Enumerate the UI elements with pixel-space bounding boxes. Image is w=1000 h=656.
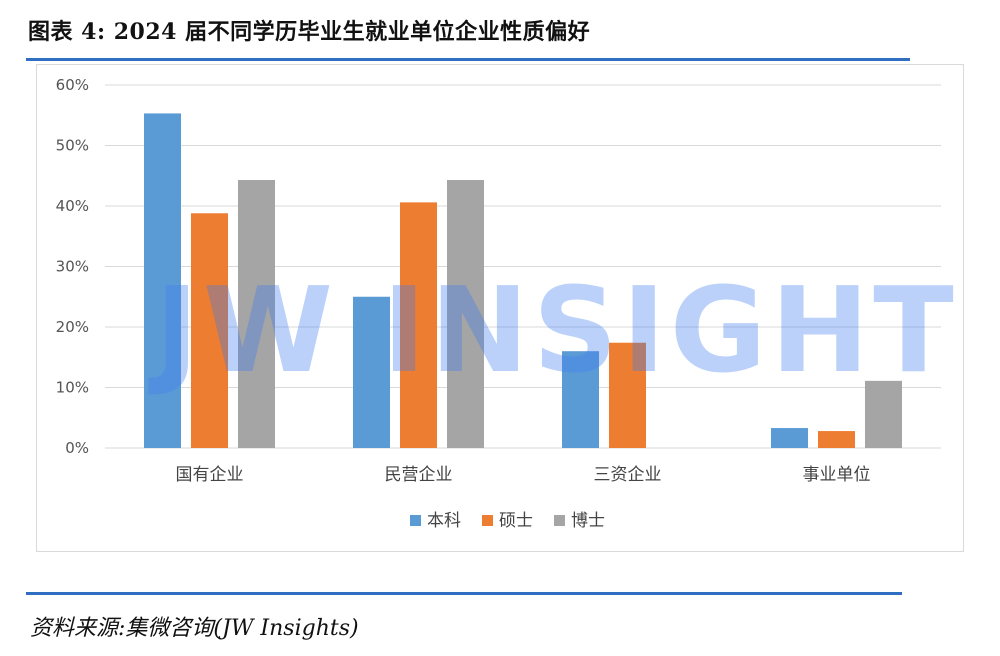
x-axis-categories: 国有企业 民营企业 三资企业 事业单位 [176, 465, 871, 485]
y-tick-label: 20% [56, 318, 89, 336]
category-label: 民营企业 [385, 465, 453, 485]
y-tick-label: 60% [56, 76, 89, 94]
category-label: 三资企业 [594, 465, 662, 485]
y-tick-label: 0% [65, 439, 89, 457]
chart-container: 0% 10% 20% 30% 40% 50% 60% 国有企业 民营企业 三资企业 事业单位 本科… [36, 64, 964, 552]
source-rule [26, 592, 902, 595]
bar-3-1 [238, 179, 275, 449]
category-label: 国有企业 [176, 465, 244, 485]
title-underline [26, 58, 910, 61]
y-axis-ticks: 0% 10% 20% 30% 40% 50% 60% [56, 76, 89, 457]
bar-2-2 [400, 202, 437, 448]
legend-label: 硕士 [499, 511, 533, 531]
bar-1-2 [353, 296, 390, 448]
bars [144, 113, 902, 449]
legend-label: 本科 [427, 511, 461, 531]
bar-2-3 [609, 342, 646, 448]
bar-1-3 [562, 351, 599, 448]
legend-swatch [410, 515, 421, 526]
legend-swatch [554, 515, 565, 526]
bar-3-4 [865, 380, 902, 448]
bar-1-4 [771, 428, 808, 448]
watermark-text: JW INSIGHTS [148, 261, 963, 399]
y-tick-label: 30% [56, 258, 89, 276]
bar-2-1 [191, 213, 228, 448]
bar-3-2 [447, 179, 484, 449]
bar-chart: 0% 10% 20% 30% 40% 50% 60% 国有企业 民营企业 三资企业 事业单位 本科… [56, 76, 963, 531]
legend: 本科 硕士 博士 [410, 511, 605, 531]
bar-2-4 [818, 431, 855, 448]
source-note: 资料来源:集微咨询(JW Insights) [30, 616, 359, 641]
legend-label: 博士 [571, 511, 605, 531]
y-tick-label: 50% [56, 137, 89, 155]
y-tick-label: 10% [56, 379, 89, 397]
bar-1-1 [144, 113, 181, 448]
category-label: 事业单位 [803, 465, 871, 485]
legend-swatch [482, 515, 493, 526]
y-tick-label: 40% [56, 197, 89, 215]
figure-title: 图表 4: 2024 届不同学历毕业生就业单位企业性质偏好 [28, 19, 591, 45]
